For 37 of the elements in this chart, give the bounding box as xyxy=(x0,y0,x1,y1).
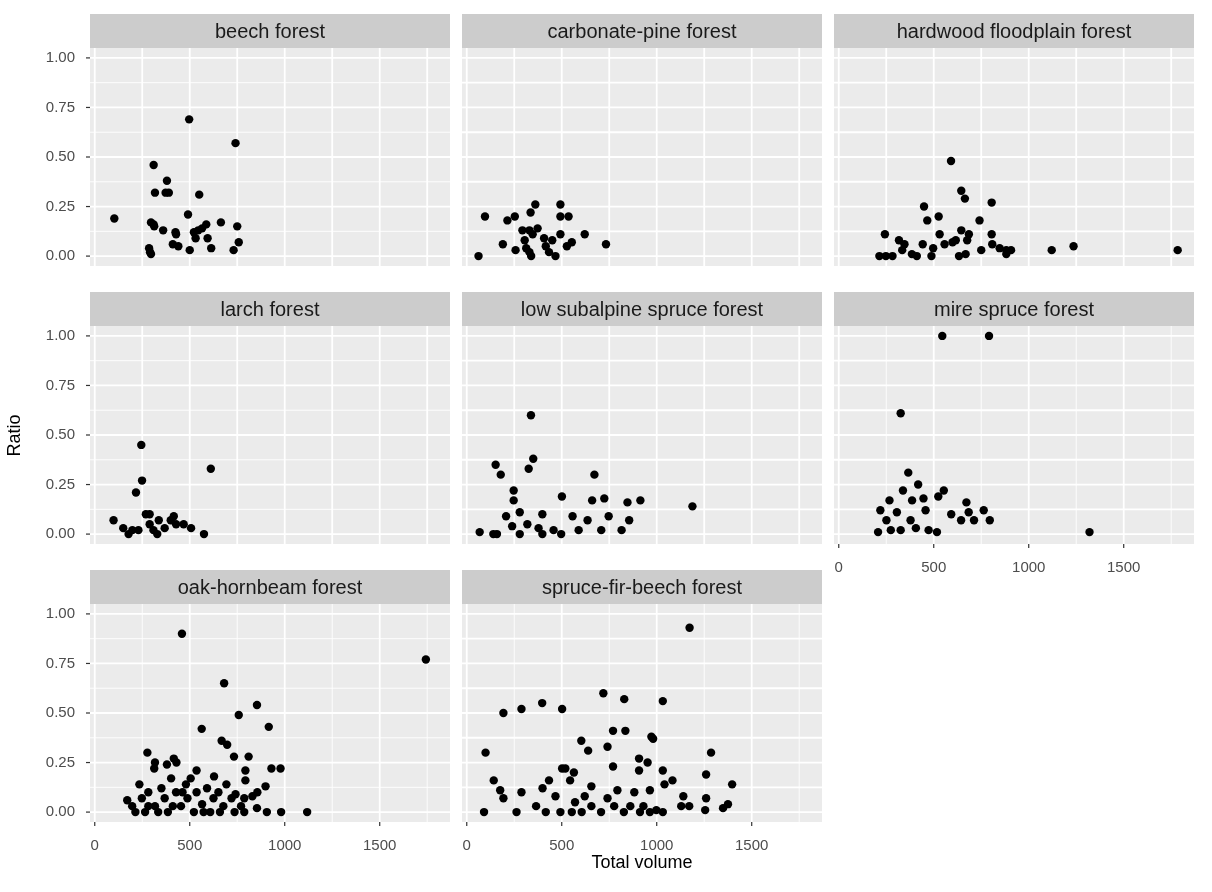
chart-title: carbonate-pine forest xyxy=(462,14,822,48)
y-tick-label: 0.50 xyxy=(45,147,75,165)
y-tick-label: 0.75 xyxy=(45,375,75,393)
chart-title: mire spruce forest xyxy=(834,292,1194,326)
y-tick-label: 0.25 xyxy=(45,752,75,770)
x-axis-title: Total volume xyxy=(591,852,693,873)
chart-title: oak-hornbeam forest xyxy=(90,570,450,604)
x-tick-label: 0 xyxy=(90,836,99,854)
y-tick-label: 0.25 xyxy=(45,196,75,214)
chart-title: hardwood floodplain forest xyxy=(834,14,1194,48)
x-tick-label: 0 xyxy=(462,836,471,854)
y-tick-label: 1.00 xyxy=(45,326,75,344)
x-tick-label: 1000 xyxy=(640,836,674,854)
y-tick-label: 0.50 xyxy=(45,703,75,721)
y-tick-label: 1.00 xyxy=(45,48,75,66)
y-tick-label: 0.25 xyxy=(45,474,75,492)
x-tick-label: 1500 xyxy=(735,836,769,854)
y-tick-label: 0.50 xyxy=(45,425,75,443)
x-tick-label: 1000 xyxy=(1012,558,1046,576)
y-tick-label: 0.00 xyxy=(45,246,75,264)
y-tick-label: 0.00 xyxy=(45,524,75,542)
y-tick-label: 1.00 xyxy=(45,604,75,622)
x-tick-label: 1000 xyxy=(268,836,302,854)
y-tick-label: 0.75 xyxy=(45,653,75,671)
y-axis-title: Ratio xyxy=(3,413,25,457)
x-tick-label: 500 xyxy=(177,836,203,854)
chart-title: beech forest xyxy=(90,14,450,48)
chart-title: larch forest xyxy=(90,292,450,326)
x-tick-label: 0 xyxy=(834,558,843,576)
y-tick-label: 0.75 xyxy=(45,97,75,115)
y-tick-label: 0.00 xyxy=(45,802,75,820)
x-tick-label: 500 xyxy=(921,558,947,576)
x-tick-label: 500 xyxy=(549,836,575,854)
x-tick-label: 1500 xyxy=(1107,558,1141,576)
chart-title: spruce-fir-beech forest xyxy=(462,570,822,604)
x-tick-label: 1500 xyxy=(363,836,397,854)
chart-title: low subalpine spruce forest xyxy=(462,292,822,326)
